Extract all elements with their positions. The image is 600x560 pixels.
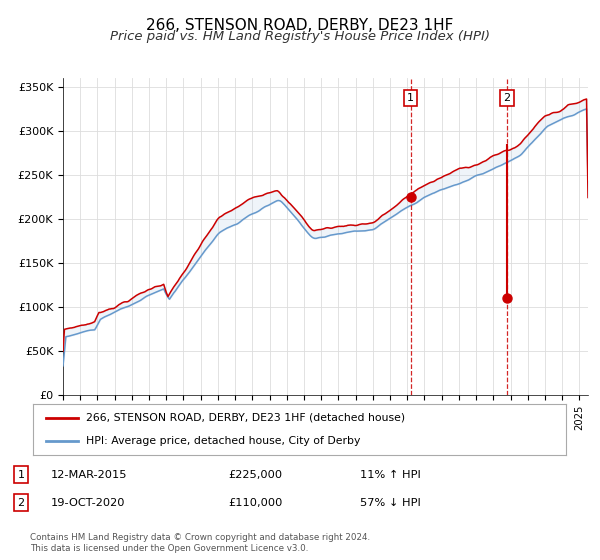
Text: 2: 2 xyxy=(503,93,511,103)
Text: HPI: Average price, detached house, City of Derby: HPI: Average price, detached house, City… xyxy=(86,436,361,446)
Text: £225,000: £225,000 xyxy=(228,470,282,479)
Text: 11% ↑ HPI: 11% ↑ HPI xyxy=(360,470,421,479)
Text: 266, STENSON ROAD, DERBY, DE23 1HF: 266, STENSON ROAD, DERBY, DE23 1HF xyxy=(146,18,454,33)
Text: 57% ↓ HPI: 57% ↓ HPI xyxy=(360,498,421,507)
Text: 19-OCT-2020: 19-OCT-2020 xyxy=(51,498,125,507)
Text: 12-MAR-2015: 12-MAR-2015 xyxy=(51,470,128,479)
Text: £110,000: £110,000 xyxy=(228,498,283,507)
Text: Contains HM Land Registry data © Crown copyright and database right 2024.
This d: Contains HM Land Registry data © Crown c… xyxy=(30,533,370,553)
Text: 1: 1 xyxy=(407,93,414,103)
Text: 2: 2 xyxy=(17,498,25,507)
Text: 1: 1 xyxy=(17,470,25,479)
Text: Price paid vs. HM Land Registry's House Price Index (HPI): Price paid vs. HM Land Registry's House … xyxy=(110,30,490,43)
Text: 266, STENSON ROAD, DERBY, DE23 1HF (detached house): 266, STENSON ROAD, DERBY, DE23 1HF (deta… xyxy=(86,413,406,423)
